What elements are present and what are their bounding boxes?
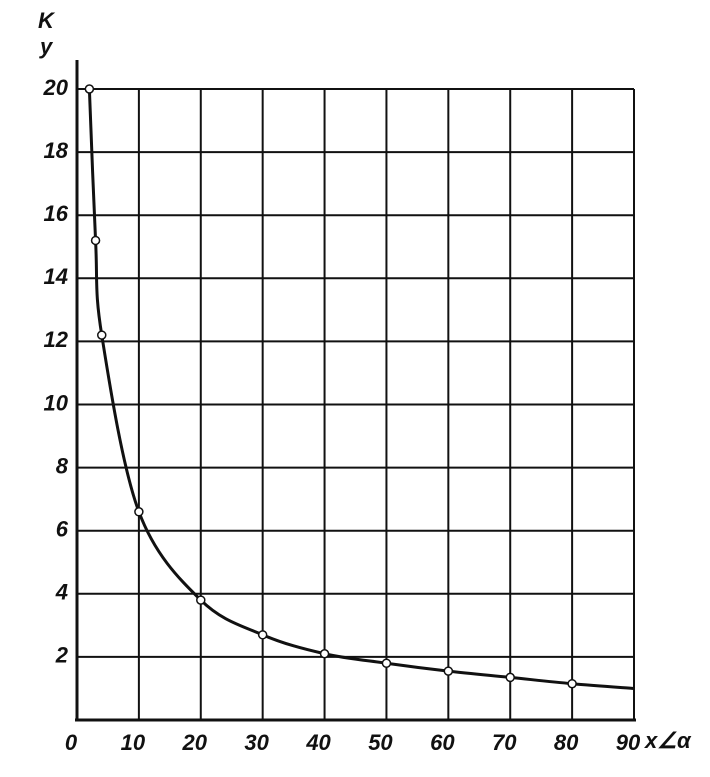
point: [567, 678, 577, 689]
x-axis-label: x∠α: [644, 728, 692, 753]
y-tick-label: 14: [44, 264, 68, 289]
x-tick-label: 10: [121, 730, 146, 755]
point: [319, 648, 330, 659]
point: [134, 507, 144, 517]
point: [381, 658, 392, 668]
x-tick-label: 50: [368, 730, 393, 755]
y-tick-label: 12: [44, 327, 69, 352]
x-tick-label: 20: [182, 730, 208, 755]
x-tick-label: 0: [65, 730, 78, 755]
y-tick-label: 4: [55, 580, 68, 605]
y-tick-label: 2: [55, 643, 69, 668]
point: [443, 666, 454, 676]
x-tick-label: 60: [430, 730, 455, 755]
point: [84, 84, 95, 94]
x-tick-label: 30: [244, 730, 269, 755]
point: [505, 672, 515, 683]
point: [257, 630, 268, 640]
y-tick-label: 10: [44, 390, 69, 415]
x-tick-label: 90: [616, 730, 641, 755]
point: [196, 595, 206, 605]
y-axis-label: K: [38, 8, 56, 33]
x-tick-label: 40: [305, 730, 331, 755]
y-axis-label-sub: y: [39, 34, 54, 59]
y-tick-label: 18: [44, 138, 69, 163]
point: [90, 235, 101, 246]
y-tick-label: 20: [43, 75, 69, 100]
curve: [87, 88, 635, 690]
y-tick-label: 8: [56, 453, 69, 478]
x-tick-label: 70: [492, 730, 517, 755]
x-tick-label: 80: [554, 730, 579, 755]
y-tick-label: 16: [44, 201, 69, 226]
y-tick-label: 6: [56, 517, 69, 542]
point: [97, 330, 107, 340]
